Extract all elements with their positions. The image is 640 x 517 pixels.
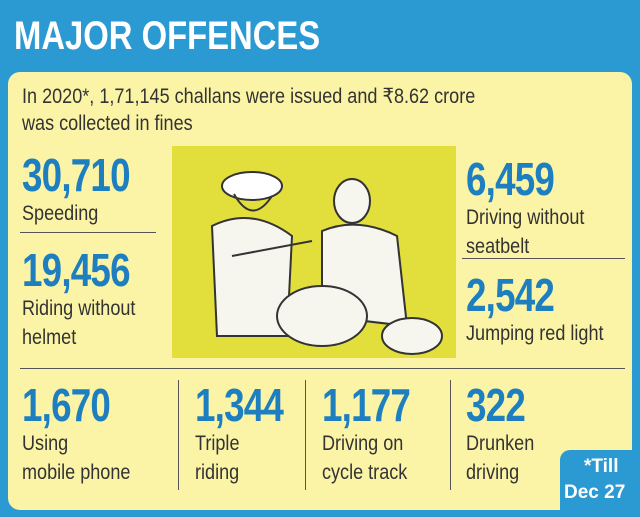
divider [20, 232, 156, 233]
intro-line: was collected in fines [22, 112, 193, 135]
offence-label: mobile phone [22, 461, 131, 484]
offence-label: Speeding [22, 202, 99, 225]
offence-count: 1,177 [322, 379, 411, 431]
offence-count: 30,710 [22, 149, 131, 201]
offence-count: 19,456 [22, 244, 131, 296]
footnote: Dec 27 [564, 482, 626, 503]
divider [462, 258, 625, 259]
title: MAJOR OFFENCES [14, 14, 321, 58]
offence-label: Drunken [466, 432, 535, 455]
offence-label: Triple [195, 432, 240, 455]
divider [20, 368, 625, 369]
offence-label: Driving without [466, 206, 585, 229]
offence-count: 1,344 [195, 379, 284, 431]
offence-count: 322 [466, 379, 526, 431]
offence-count: 6,459 [466, 153, 555, 205]
offence-label: Using [22, 432, 69, 455]
footnote: *Till [584, 456, 619, 477]
intro-line: In 2020*, 1,71,145 challans were issued … [22, 85, 476, 108]
offence-count: 2,542 [466, 269, 555, 321]
offence-label: seatbelt [466, 235, 530, 258]
offence-label: helmet [22, 326, 77, 349]
offence-label: cycle track [322, 461, 408, 484]
offence-label: Driving on [322, 432, 404, 455]
footnote-box [560, 450, 632, 510]
offence-label: driving [466, 461, 520, 484]
divider [305, 380, 306, 490]
divider [450, 380, 451, 490]
offence-count: 1,670 [22, 379, 111, 431]
offence-label: Riding without [22, 297, 136, 320]
offence-label: riding [195, 461, 240, 484]
illustration [172, 146, 456, 358]
offence-label: Jumping red light [466, 322, 604, 345]
divider [178, 380, 179, 490]
